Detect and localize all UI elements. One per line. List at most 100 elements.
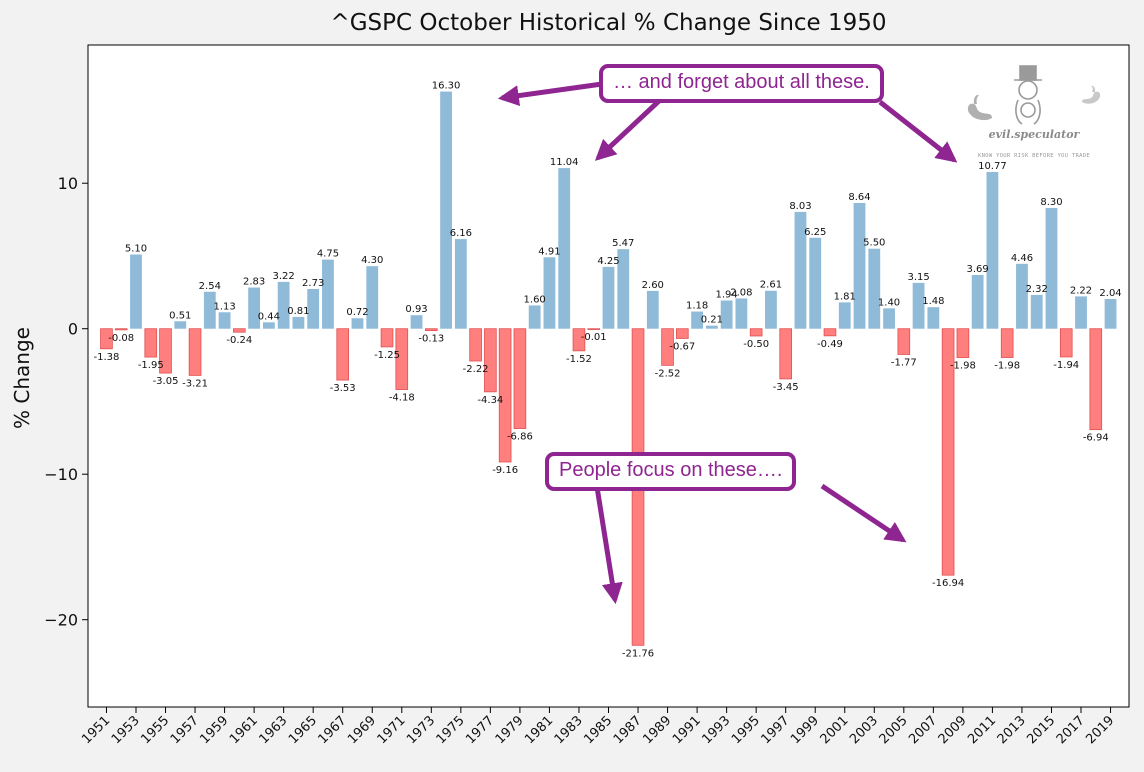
x-tick-label: 1969: [345, 713, 379, 747]
bar-1986: [617, 249, 630, 329]
data-label-2005: -1.77: [891, 357, 917, 368]
x-tick-label: 2015: [1024, 713, 1058, 747]
data-label-1990: -0.67: [669, 341, 695, 352]
bar-2004: [883, 308, 895, 329]
data-label-2009: -1.98: [950, 361, 976, 372]
bar-1978: [498, 328, 512, 463]
x-tick-label: 1987: [611, 713, 645, 747]
data-label-2010: 3.69: [967, 264, 989, 275]
data-label-2007: 1.48: [922, 296, 944, 307]
data-label-2014: 2.32: [1026, 284, 1048, 295]
bar-1971: [395, 328, 409, 390]
x-tick-label: 1953: [109, 713, 143, 747]
data-label-1967: -3.53: [330, 383, 356, 394]
bar-1984: [587, 328, 601, 330]
x-axis: 1951195319551957195919611963196519671969…: [79, 707, 1117, 747]
bar-1963: [277, 281, 290, 329]
bar-1988: [646, 290, 659, 329]
x-tick-label: 1977: [463, 713, 497, 747]
bar-2008: [941, 328, 955, 576]
data-label-1962: 0.44: [258, 311, 280, 322]
arrow-to-2010: [878, 100, 958, 163]
x-tick-label: 1957: [168, 713, 202, 747]
annotation-arrows: [497, 81, 958, 605]
data-label-1973: -0.13: [418, 334, 444, 345]
x-tick-label: 1963: [256, 713, 290, 747]
bar-1974: [440, 91, 452, 329]
bar-2017: [1075, 296, 1087, 329]
annotation-callout-bottom: People focus on these….: [545, 452, 797, 491]
data-label-1983: -1.52: [566, 354, 592, 365]
x-tick-label: 1971: [375, 713, 409, 747]
data-label-1996: 2.61: [760, 280, 782, 291]
bar-1989: [661, 328, 674, 366]
data-label-1975: 6.16: [450, 228, 472, 239]
y-tick-label: −10: [44, 465, 78, 484]
data-label-1951: -1.38: [94, 352, 120, 363]
bar-2006: [912, 282, 925, 329]
data-label-2011: 10.77: [978, 161, 1007, 172]
x-tick-label: 1989: [640, 713, 674, 747]
bar-2018: [1089, 328, 1103, 431]
arrow-to-1987: [594, 486, 623, 605]
y-tick-label: 0: [68, 320, 78, 339]
bar-2013: [1016, 263, 1028, 329]
swan-icon: [1082, 85, 1101, 104]
data-label-1982: 11.04: [550, 157, 579, 168]
data-label-1997: -3.45: [773, 382, 799, 393]
data-label-2017: 2.22: [1070, 285, 1092, 296]
annotation-callout-top: … and forget about all these.: [599, 64, 884, 103]
data-label-1969: 4.30: [361, 255, 383, 266]
data-label-1998: 8.03: [789, 201, 811, 212]
x-tick-label: 2009: [936, 713, 970, 747]
bar-1976: [469, 328, 482, 362]
x-tick-label: 2001: [818, 713, 852, 747]
bar-1997: [779, 328, 792, 380]
x-tick-label: 2011: [965, 713, 999, 747]
data-label-2001: 1.81: [834, 291, 856, 302]
bar-1958: [203, 291, 216, 329]
bar-1960: [233, 328, 246, 333]
bar-1957: [188, 328, 202, 376]
bar-2012: [1000, 328, 1014, 358]
data-label-2018: -6.94: [1083, 433, 1109, 444]
data-label-1993: 1.94: [715, 289, 737, 300]
x-tick-label: 2005: [877, 713, 911, 747]
bar-1996: [765, 290, 777, 329]
bar-1983: [572, 328, 586, 352]
arrow-to-2008: [820, 483, 907, 543]
data-labels-group: -1.38 -0.08 5.10 -1.95 -3.05 0.51 -3.21 2.54 1.1…: [94, 81, 1122, 660]
bar-1990: [676, 328, 689, 339]
x-tick-label: 1973: [404, 713, 438, 747]
x-tick-label: 1997: [759, 713, 793, 747]
data-label-2016: -1.94: [1053, 360, 1079, 371]
data-label-1955: -3.05: [153, 376, 179, 387]
bar-1993: [720, 300, 733, 329]
x-tick-label: 1951: [79, 713, 113, 747]
data-label-1970: -1.25: [374, 350, 400, 361]
bar-1955: [159, 328, 172, 374]
bar-1982: [558, 168, 571, 329]
bar-1954: [144, 328, 158, 358]
top-hat-figure-icon: [1014, 65, 1042, 125]
data-label-1987: -21.76: [622, 648, 654, 659]
bar-1962: [262, 322, 275, 329]
bar-1991: [691, 311, 703, 329]
bar-2001: [838, 302, 851, 329]
x-tick-label: 1965: [286, 713, 320, 747]
bar-1999: [809, 237, 822, 329]
bar-1981: [543, 257, 556, 329]
bar-1966: [322, 259, 334, 329]
x-tick-label: 2003: [847, 713, 881, 747]
data-label-1958: 2.54: [199, 281, 221, 292]
x-tick-label: 1983: [552, 713, 586, 747]
data-label-2008: -16.94: [932, 578, 964, 589]
x-tick-label: 2017: [1054, 713, 1088, 747]
bar-2009: [956, 328, 970, 358]
data-label-2012: -1.98: [994, 361, 1020, 372]
bar-1964: [292, 316, 305, 329]
bar-2015: [1045, 207, 1058, 329]
x-tick-label: 1999: [788, 713, 822, 747]
x-tick-label: 2019: [1083, 713, 1117, 747]
